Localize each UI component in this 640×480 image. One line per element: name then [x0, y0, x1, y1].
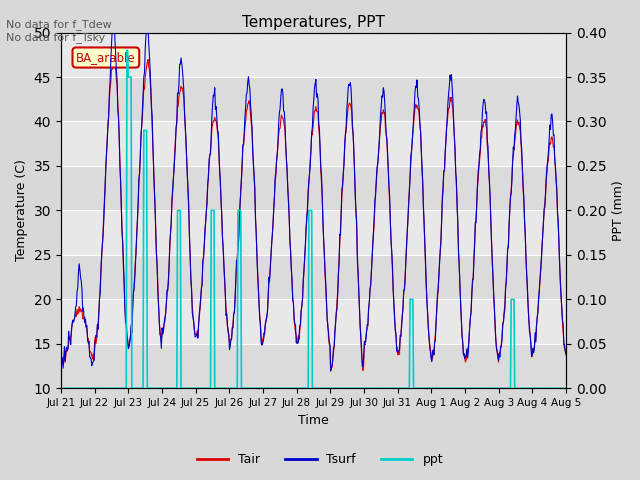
- Legend: Tair, Tsurf, ppt: Tair, Tsurf, ppt: [192, 448, 448, 471]
- ppt: [390, 385, 397, 391]
- Tsurf: [391, 312, 399, 318]
- Tsurf: [57, 359, 65, 364]
- ppt: [562, 385, 570, 391]
- Tsurf: [327, 368, 335, 373]
- Bar: [61, 166, 566, 210]
- Bar: [61, 77, 566, 121]
- Y-axis label: Temperature (C): Temperature (C): [15, 159, 28, 262]
- Tsurf: [143, 17, 151, 23]
- Tair: [170, 164, 178, 169]
- Tair: [376, 131, 383, 137]
- ppt: [375, 385, 383, 391]
- Tsurf: [197, 295, 205, 300]
- Tsurf: [376, 127, 383, 132]
- ppt: [197, 385, 205, 391]
- ppt: [123, 48, 131, 53]
- Line: ppt: ppt: [61, 50, 566, 388]
- Line: Tair: Tair: [61, 57, 566, 371]
- Tsurf: [562, 352, 570, 358]
- Tsurf: [170, 167, 178, 173]
- Bar: [61, 255, 566, 300]
- Tsurf: [66, 337, 74, 343]
- ppt: [118, 385, 126, 391]
- X-axis label: Time: Time: [298, 414, 329, 427]
- Tair: [119, 240, 127, 246]
- Tair: [391, 317, 399, 323]
- Tair: [562, 349, 570, 355]
- Tair: [66, 336, 74, 342]
- Title: Temperatures, PPT: Temperatures, PPT: [242, 15, 385, 30]
- Tair: [327, 368, 335, 374]
- Tair: [57, 361, 65, 367]
- ppt: [57, 385, 65, 391]
- Y-axis label: PPT (mm): PPT (mm): [612, 180, 625, 241]
- Tair: [109, 54, 117, 60]
- ppt: [66, 385, 74, 391]
- Tsurf: [118, 229, 126, 235]
- Line: Tsurf: Tsurf: [61, 20, 566, 371]
- ppt: [170, 385, 178, 391]
- Text: No data for f_Tdew
No data for f_Tsky: No data for f_Tdew No data for f_Tsky: [6, 19, 112, 43]
- Text: BA_arable: BA_arable: [76, 51, 136, 64]
- Tair: [197, 298, 205, 304]
- Bar: [61, 344, 566, 388]
